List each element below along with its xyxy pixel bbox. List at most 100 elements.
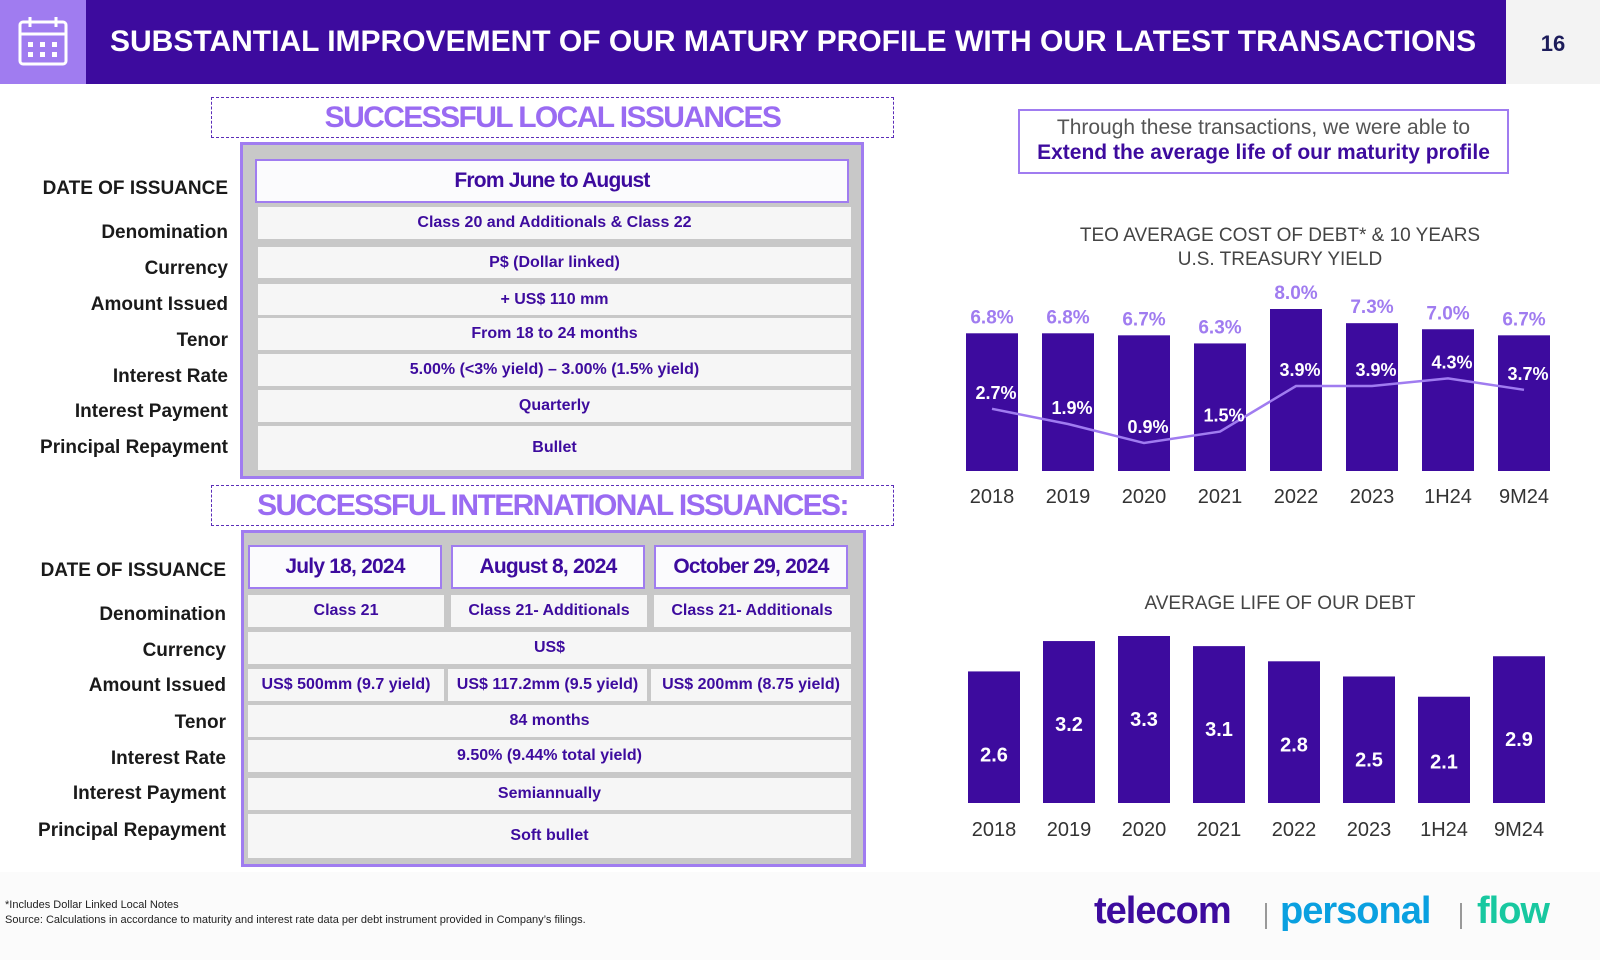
calendar-icon <box>18 17 68 66</box>
intl-amount-cell-2: US$ 117.2mm (9.5 yield) <box>448 669 647 701</box>
chart1-bar-1 <box>1042 333 1094 471</box>
chart1-bar-4 <box>1270 309 1322 471</box>
local-row-label-2: Currency <box>144 258 228 279</box>
chart1-bar-label-7: 6.7% <box>1502 309 1545 330</box>
highlight-note: Through these transactions, we were able… <box>1018 109 1509 174</box>
chart2-x-tick-3: 2021 <box>1197 819 1242 841</box>
intl-denomination-cell-3: Class 21- Additionals <box>654 595 850 627</box>
chart1-line-label-0: 2.7% <box>975 383 1016 403</box>
intl-date-cell-1: July 18, 2024 <box>248 545 442 589</box>
logo-telecom: telecom <box>1094 890 1232 932</box>
intl-interest-payment-cell: Semiannually <box>248 778 851 810</box>
chart1-bar-7 <box>1498 335 1550 471</box>
local-row-label-1: Denomination <box>101 222 228 243</box>
local-row-label-4: Tenor <box>176 330 228 351</box>
note-line-2: Extend the average life of our maturity … <box>1037 141 1490 164</box>
chart1-treasury-line <box>991 377 1525 445</box>
local-row-label-5: Interest Rate <box>112 366 228 387</box>
local-row-label-0: DATE OF ISSUANCE <box>42 178 228 199</box>
chart2-bar-label-0: 2.6 <box>980 744 1008 766</box>
intl-row-label-6: Interest Payment <box>72 783 226 804</box>
intl-principal-cell: Soft bullet <box>248 814 851 858</box>
chart2-bar-label-4: 2.8 <box>1280 734 1308 756</box>
chart1-x-tick-2: 2020 <box>1122 486 1167 508</box>
chart2-bar-3 <box>1193 646 1245 803</box>
local-amount-cell: + US$ 110 mm <box>258 284 851 315</box>
local-tenor-cell: From 18 to 24 months <box>258 318 851 350</box>
intl-amount-cell-1: US$ 500mm (9.7 yield) <box>248 669 444 701</box>
header-bar: SUBSTANTIAL IMPROVEMENT OF OUR MATURY PR… <box>86 0 1506 84</box>
local-date-cell: From June to August <box>255 159 849 203</box>
intl-row-label-0: DATE OF ISSUANCE <box>40 560 226 581</box>
chart1-title-line2: U.S. TREASURY YIELD <box>1177 249 1383 270</box>
intl-currency-cell: US$ <box>248 632 851 664</box>
chart1-line-label-7: 3.7% <box>1507 364 1548 384</box>
intl-row-label-4: Tenor <box>174 712 226 733</box>
chart2-title: AVERAGE LIFE OF OUR DEBT <box>1144 593 1416 614</box>
local-row-label-7: Principal Repayment <box>40 437 228 458</box>
chart2-x-tick-2: 2020 <box>1122 819 1167 841</box>
chart1-line-label-1: 1.9% <box>1051 398 1092 418</box>
chart1-title: TEO AVERAGE COST OF DEBT* & 10 YEARS U.S… <box>1030 224 1530 272</box>
chart2-x-tick-1: 2019 <box>1047 819 1092 841</box>
intl-denomination-cell-1: Class 21 <box>248 595 444 627</box>
chart1-x-tick-7: 9M24 <box>1499 486 1549 508</box>
chart2-bar-label-3: 3.1 <box>1205 719 1233 741</box>
local-currency-cell: P$ (Dollar linked) <box>258 247 851 278</box>
logo-flow: flow <box>1477 890 1550 932</box>
chart1-bar-label-0: 6.8% <box>970 307 1013 328</box>
chart1-bar-label-4: 8.0% <box>1274 283 1317 304</box>
page-title: SUBSTANTIAL IMPROVEMENT OF OUR MATURY PR… <box>110 25 1477 58</box>
chart1-bar-3 <box>1194 343 1246 471</box>
chart2-bar-label-7: 2.9 <box>1505 729 1533 751</box>
intl-denomination-cell-2: Class 21- Additionals <box>451 595 647 627</box>
footer: *Includes Dollar Linked Local Notes Sour… <box>0 872 1600 960</box>
local-interest-payment-cell: Quarterly <box>258 390 851 422</box>
intl-row-label-3: Amount Issued <box>88 675 226 696</box>
chart2-x-tick-5: 2023 <box>1347 819 1392 841</box>
chart1-line-label-5: 3.9% <box>1355 360 1396 380</box>
chart2-bar-label-1: 3.2 <box>1055 714 1083 736</box>
header-icon-box <box>0 0 86 84</box>
chart2-x-tick-0: 2018 <box>972 819 1017 841</box>
chart1-bar-label-6: 7.0% <box>1426 303 1469 324</box>
footer-note: *Includes Dollar Linked Local Notes <box>5 899 179 911</box>
chart1-bar-2 <box>1118 335 1170 471</box>
chart1-x-tick-6: 1H24 <box>1424 486 1472 508</box>
chart2-x-tick-6: 1H24 <box>1420 819 1468 841</box>
local-table: From June to August Class 20 and Additio… <box>240 142 864 479</box>
chart2-bar-1 <box>1043 641 1095 803</box>
chart1-line-label-6: 4.3% <box>1431 352 1472 372</box>
chart1-bar-label-3: 6.3% <box>1198 317 1241 338</box>
chart2-bar-label-5: 2.5 <box>1355 749 1383 771</box>
local-interest-rate-cell: 5.00% (<3% yield) – 3.00% (1.5% yield) <box>258 354 851 386</box>
note-line-1: Through these transactions, we were able… <box>1056 116 1471 139</box>
chart2-bar-4 <box>1268 661 1320 803</box>
chart1-title-line1: TEO AVERAGE COST OF DEBT* & 10 YEARS <box>1079 225 1481 246</box>
intl-row-label-1: Denomination <box>99 604 226 625</box>
chart1-x-tick-1: 2019 <box>1046 486 1091 508</box>
chart2-bar-label-2: 3.3 <box>1130 709 1158 731</box>
chart2-bar-0 <box>968 671 1020 803</box>
intl-amount-cell-3: US$ 200mm (8.75 yield) <box>651 669 851 701</box>
chart1-x-tick-4: 2022 <box>1274 486 1319 508</box>
logo-personal: personal <box>1280 890 1431 932</box>
local-section-title: SUCCESSFUL LOCAL ISSUANCES <box>211 97 894 138</box>
intl-row-label-2: Currency <box>142 640 226 661</box>
chart1-x-tick-3: 2021 <box>1198 486 1243 508</box>
chart1-x-tick-0: 2018 <box>970 486 1015 508</box>
local-principal-cell: Bullet <box>258 426 851 470</box>
footer-source: Source: Calculations in accordance to ma… <box>5 914 586 926</box>
chart2-bar-2 <box>1118 636 1170 803</box>
local-denomination-cell: Class 20 and Additionals & Class 22 <box>258 207 851 239</box>
intl-section-title: SUCCESSFUL INTERNATIONAL ISSUANCES: <box>211 485 894 526</box>
chart2-x-tick-7: 9M24 <box>1494 819 1544 841</box>
intl-date-cell-3: October 29, 2024 <box>654 545 848 589</box>
intl-interest-rate-cell: 9.50% (9.44% total yield) <box>248 740 851 772</box>
chart1-bar-label-2: 6.7% <box>1122 309 1165 330</box>
intl-row-label-7: Principal Repayment <box>38 820 226 841</box>
logo-divider-2 <box>1460 903 1462 929</box>
